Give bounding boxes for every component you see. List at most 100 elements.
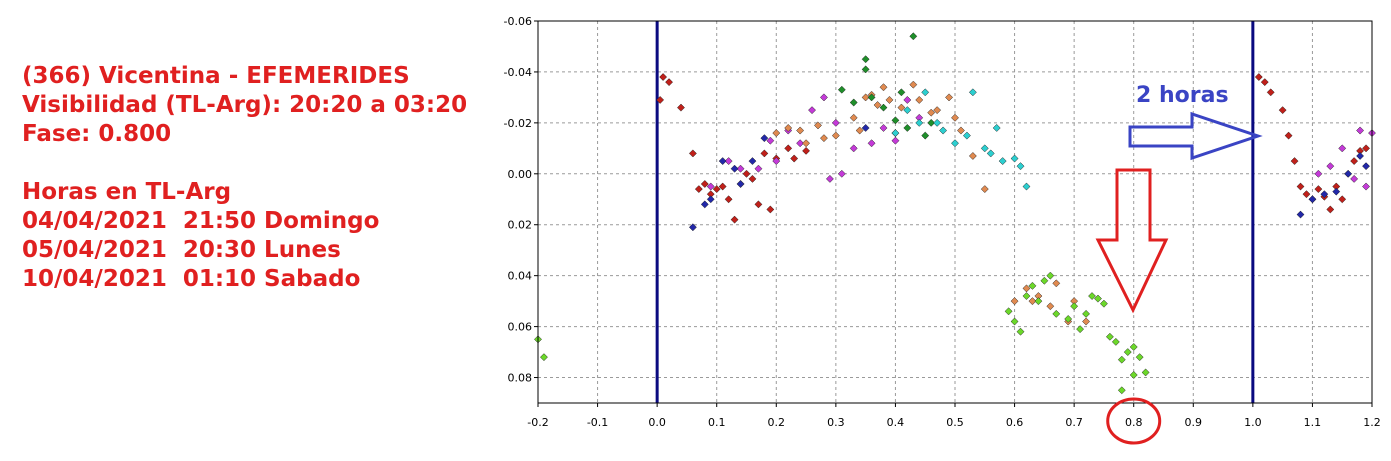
data-point <box>933 106 942 115</box>
phase-lines <box>655 21 1255 403</box>
data-point <box>718 157 727 166</box>
data-point <box>1129 343 1138 351</box>
x-axis-ticks: -0.2 -0.1 0.0 0.1 0.2 0.3 0.4 0.5 0.6 0.7 0.8 0.9 1.… <box>527 403 1381 429</box>
data-point <box>1016 327 1025 336</box>
data-point <box>1105 332 1114 341</box>
data-point <box>772 157 781 166</box>
data-point <box>694 185 703 194</box>
x-tick-label: -0.1 <box>587 416 608 429</box>
data-point <box>855 126 864 135</box>
data-point <box>986 149 995 158</box>
data-point <box>1040 276 1049 285</box>
y-tick-label: -0.02 <box>504 117 532 130</box>
data-point <box>831 118 840 127</box>
data-point <box>677 103 685 112</box>
blue-arrow-label: 2 horas <box>1136 83 1229 108</box>
data-point <box>921 88 930 97</box>
data-point <box>1266 88 1275 97</box>
data-point <box>742 169 751 178</box>
data-point <box>1082 309 1091 318</box>
data-point <box>808 106 816 115</box>
data-point <box>939 126 948 135</box>
data-point <box>1094 294 1102 303</box>
data-point <box>1010 317 1019 326</box>
data-point <box>706 195 715 204</box>
data-point <box>1046 271 1055 280</box>
data-point <box>945 93 953 102</box>
data-point <box>861 93 870 102</box>
data-point <box>825 174 834 183</box>
data-point <box>766 205 775 214</box>
data-point <box>849 144 858 153</box>
data-point <box>1254 73 1263 81</box>
asteroid-title: (366) Vicentina - EFEMERIDES <box>22 63 410 89</box>
data-point <box>1010 154 1019 163</box>
data-point <box>1141 368 1150 377</box>
data-point <box>796 126 805 135</box>
data-point <box>1022 284 1031 293</box>
data-point <box>814 121 822 130</box>
data-point <box>802 139 811 148</box>
data-point <box>1076 325 1085 334</box>
data-point <box>1326 162 1335 171</box>
data-point <box>724 157 733 166</box>
data-point <box>1052 279 1061 288</box>
data-point <box>867 93 876 102</box>
data-point <box>861 65 870 74</box>
data-point <box>998 157 1007 166</box>
data-point <box>1314 185 1323 194</box>
time-entry: 05/04/2021 20:30 Lunes <box>22 237 341 263</box>
data-point <box>784 144 793 153</box>
data-point <box>891 116 900 125</box>
x-tick-label: 0.7 <box>1065 416 1083 429</box>
data-point <box>724 195 733 204</box>
data-point <box>903 106 912 115</box>
data-point <box>837 169 846 178</box>
data-point <box>1117 386 1126 395</box>
data-point <box>891 136 900 145</box>
data-point <box>879 83 888 92</box>
data-point <box>796 139 805 148</box>
y-axis-ticks: -0.06 -0.04 -0.02 0.00 0.02 0.04 0.06 0.08 <box>504 15 538 385</box>
data-point <box>1314 169 1323 178</box>
info-panel: (366) Vicentina - EFEMERIDES Visibilidad… <box>22 62 467 294</box>
data-point <box>1028 297 1037 306</box>
data-point <box>1099 299 1108 308</box>
data-point <box>1290 157 1299 166</box>
data-point <box>665 78 674 87</box>
data-point <box>688 223 697 232</box>
data-point <box>968 152 977 160</box>
x-tick-label: 0.4 <box>887 416 905 429</box>
data-point <box>1338 195 1347 204</box>
data-point <box>1022 292 1031 300</box>
data-point <box>659 73 668 81</box>
y-tick-label: 0.06 <box>508 321 533 334</box>
x-tick-label: 0.1 <box>708 416 726 429</box>
data-point <box>980 144 989 153</box>
data-point <box>700 180 709 188</box>
data-point <box>968 88 977 97</box>
x-tick-label: 0.8 <box>1125 416 1143 429</box>
hours-heading: Horas en TL-Arg <box>22 179 232 205</box>
data-point <box>772 129 781 138</box>
data-point <box>736 180 745 188</box>
data-point <box>1117 355 1126 364</box>
data-point <box>980 185 989 194</box>
data-point <box>849 113 858 122</box>
data-point <box>927 108 936 117</box>
data-point <box>1260 78 1269 87</box>
data-point <box>700 200 709 209</box>
y-tick-label: -0.04 <box>504 66 532 79</box>
x-tick-label: 0.0 <box>648 416 666 429</box>
data-point <box>915 95 924 104</box>
data-point <box>1064 315 1073 323</box>
data-point <box>1022 182 1031 191</box>
data-point <box>712 185 721 194</box>
x-tick-label: 1.0 <box>1244 416 1262 429</box>
data-point <box>915 118 924 127</box>
data-point <box>1326 205 1335 214</box>
data-point <box>933 118 942 127</box>
data-point <box>1070 302 1079 311</box>
data-point <box>909 80 918 89</box>
